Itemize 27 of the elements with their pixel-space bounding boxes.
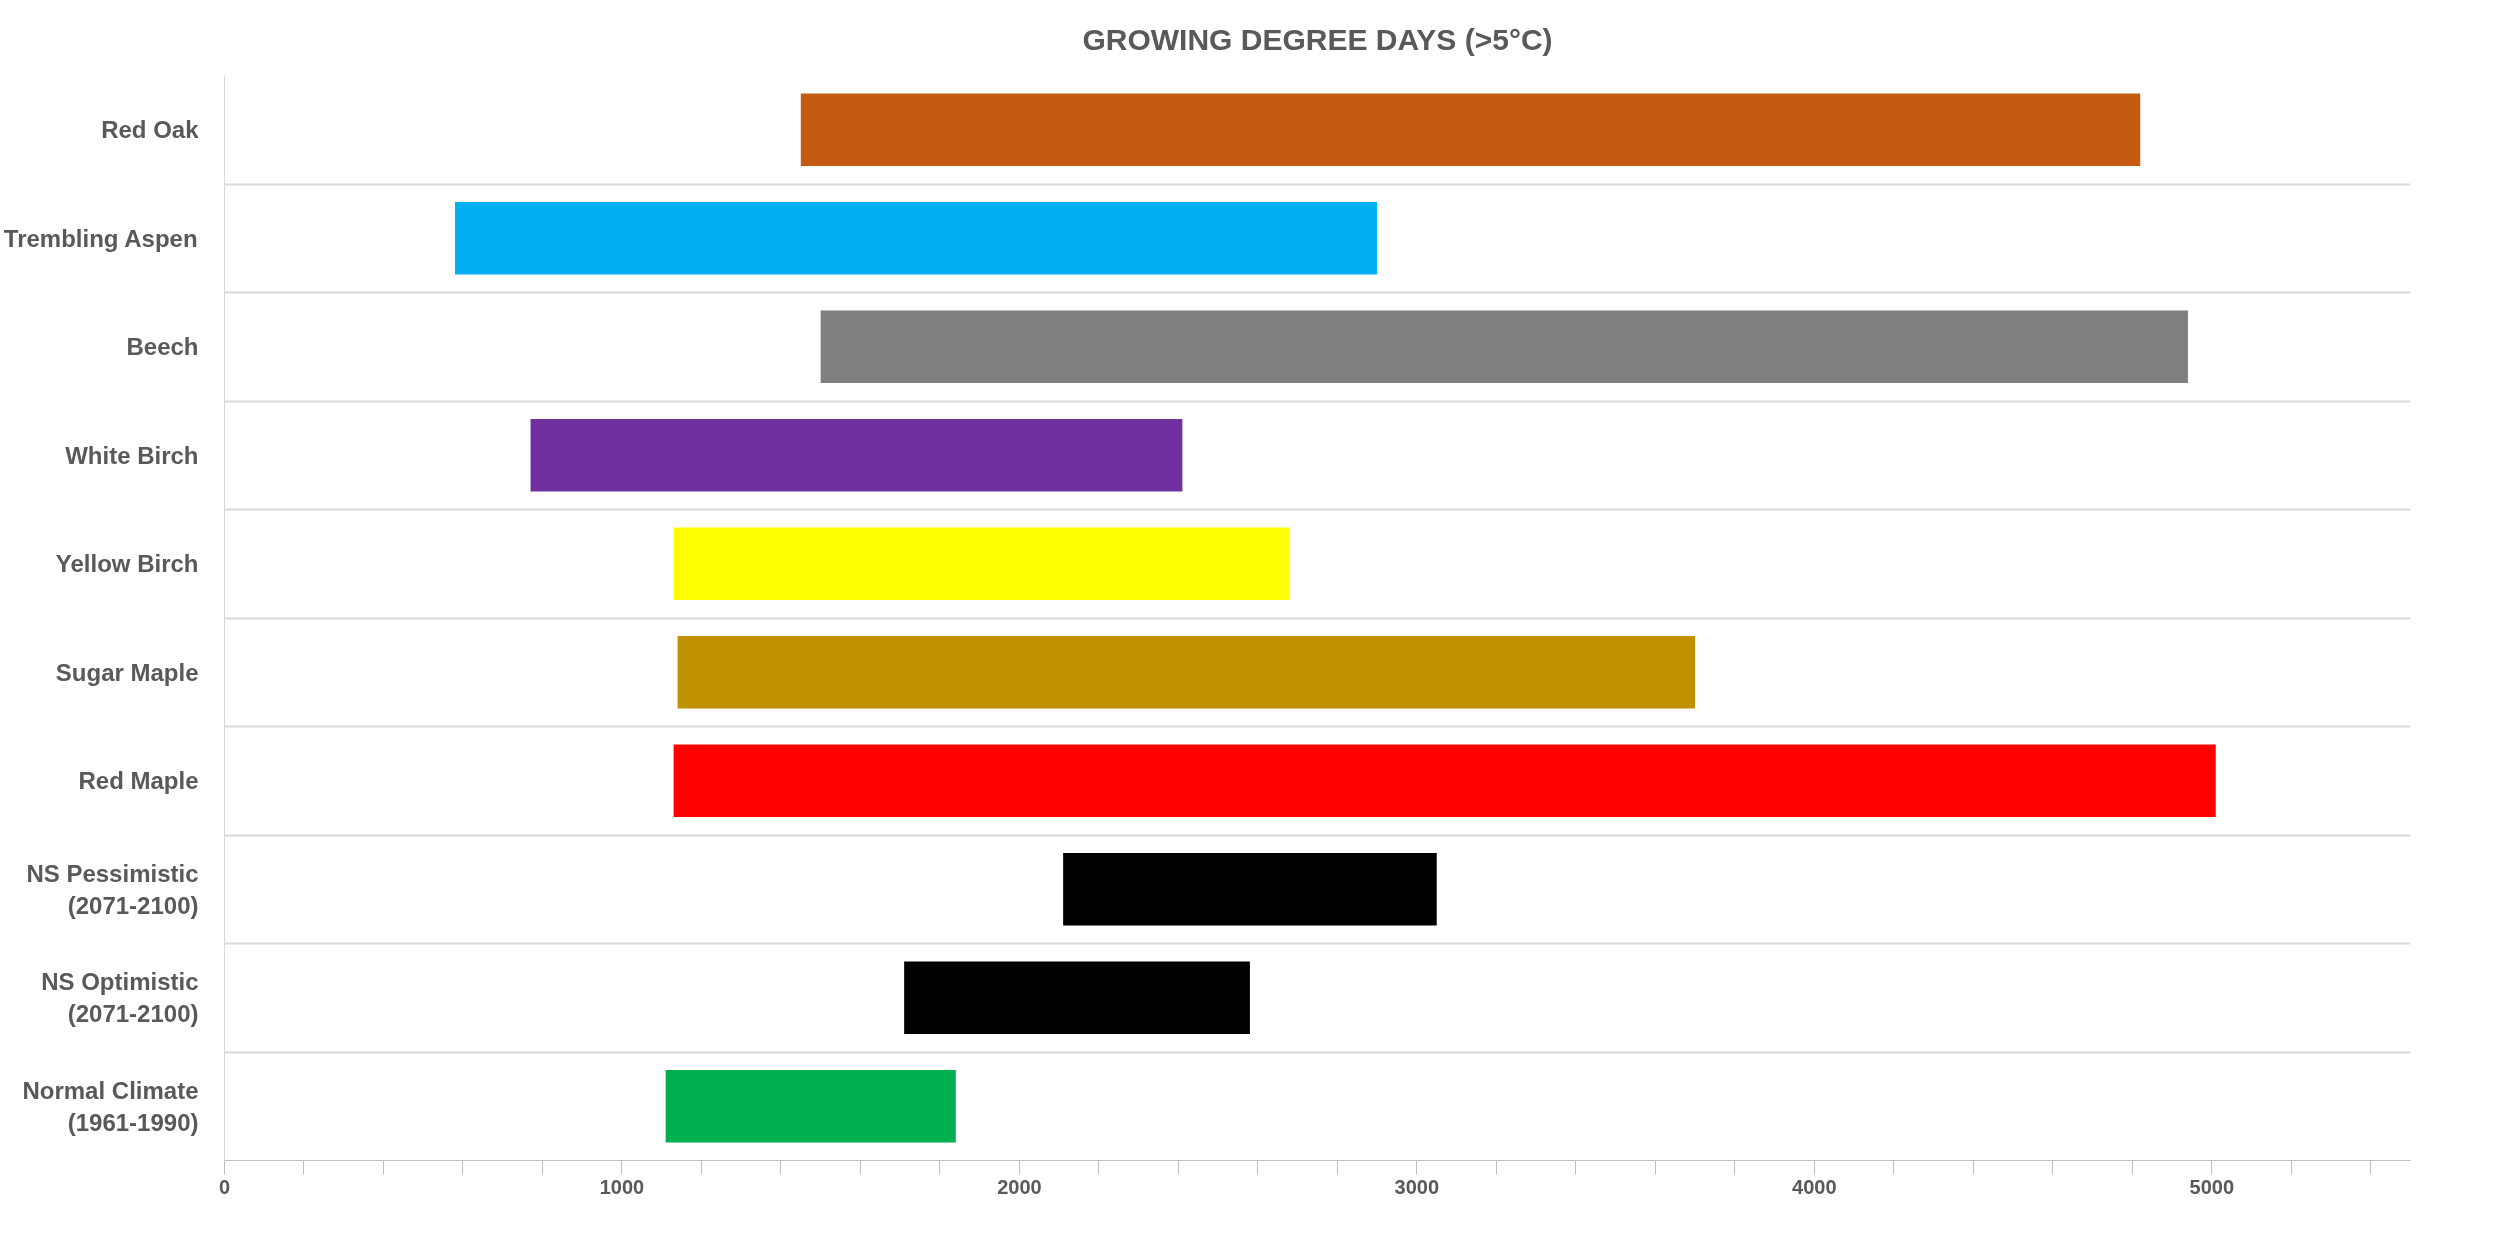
bar: [904, 961, 1250, 1035]
y-tick-label: NS Pessimistic (2071-2100): [26, 859, 199, 919]
bar: [677, 635, 1696, 709]
bar: [820, 310, 2188, 384]
bar: [673, 527, 1290, 601]
y-tick-label: Red Oak: [101, 116, 200, 144]
chart-title: GROWING DEGREE DAYS (>5°C): [1082, 22, 1553, 56]
y-tick-label: Normal Climate (1961-1990): [22, 1076, 199, 1136]
bar: [800, 93, 2141, 167]
x-tick-label: 4000: [1792, 1175, 1837, 1198]
bar: [665, 1069, 956, 1143]
y-tick-label: Beech: [126, 333, 199, 361]
y-tick-label: Yellow Birch: [55, 550, 199, 578]
bar: [1063, 852, 1437, 926]
y-tick-label: White Birch: [65, 441, 199, 469]
bar: [455, 201, 1378, 275]
x-tick-label: 3000: [1394, 1175, 1440, 1198]
bar: [530, 418, 1183, 492]
y-tick-label: Sugar Maple: [55, 658, 199, 686]
x-tick-label: 0: [218, 1175, 231, 1198]
y-tick-label: Red Maple: [78, 767, 199, 795]
y-tick-label: NS Optimistic (2071-2100): [41, 968, 199, 1028]
x-tick-label: 2000: [997, 1175, 1042, 1198]
x-tick-label: 5000: [2189, 1175, 2235, 1198]
x-tick-label: 1000: [599, 1175, 645, 1198]
y-tick-label: Trembling Aspen: [3, 224, 198, 252]
bar: [673, 744, 2216, 818]
